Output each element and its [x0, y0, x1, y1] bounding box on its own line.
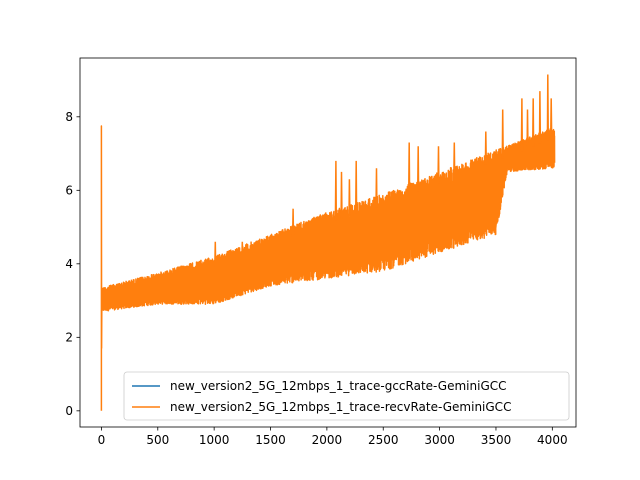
legend-label: new_version2_5G_12mbps_1_trace-gccRate-G…	[170, 379, 507, 393]
x-tick-label: 2500	[368, 433, 399, 447]
recvRate-spike	[375, 168, 378, 208]
x-tick-label: 500	[146, 433, 169, 447]
y-tick-label: 4	[65, 257, 73, 271]
recvRate-spike	[241, 241, 244, 257]
recvRate-spike	[348, 179, 351, 217]
legend: new_version2_5G_12mbps_1_trace-gccRate-G…	[123, 371, 570, 421]
recvRate-spike	[340, 171, 343, 219]
series-line-recvRate	[100, 125, 556, 411]
x-tick-label: 1000	[199, 433, 230, 447]
x-tick-label: 0	[98, 433, 106, 447]
recvRate-spike	[531, 98, 535, 147]
recvRate-spike	[407, 142, 411, 195]
series-group	[100, 74, 556, 411]
plot-area	[100, 74, 556, 411]
recvRate-spike	[501, 109, 504, 159]
axes: 0 500 1000 1500 2000 2500 3000 3500 4000 0 2 4 6 8	[65, 57, 577, 447]
recvRate-spike	[484, 131, 488, 165]
y-tick-label: 2	[65, 330, 73, 344]
recvRate-spike	[453, 142, 456, 178]
recvRate-spike	[549, 98, 553, 140]
y-tick-label: 0	[65, 404, 73, 418]
legend-label: new_version2_5G_12mbps_1_trace-recvRate-…	[170, 400, 511, 414]
x-tick-label: 2000	[312, 433, 343, 447]
x-tick-label: 3000	[424, 433, 455, 447]
recvRate-spike	[416, 146, 420, 192]
recvRate-spike	[520, 98, 524, 152]
recvRate-spike	[334, 160, 338, 221]
recvRate-spike	[538, 91, 542, 144]
y-tick-label: 6	[65, 183, 73, 197]
x-tick-label: 3500	[481, 433, 512, 447]
recvRate-spike	[437, 146, 440, 184]
x-tick-label: 1500	[255, 433, 286, 447]
y-tick-label: 8	[65, 110, 73, 124]
recvRate-spike	[546, 74, 550, 141]
axes-frame	[79, 57, 577, 428]
legend-box	[123, 371, 570, 421]
recvRate-spike	[354, 160, 358, 214]
recvRate-spike	[291, 208, 295, 237]
recvRate-spike	[526, 109, 529, 150]
x-tick-label: 4000	[537, 433, 568, 447]
recvRate-spike	[214, 241, 217, 268]
